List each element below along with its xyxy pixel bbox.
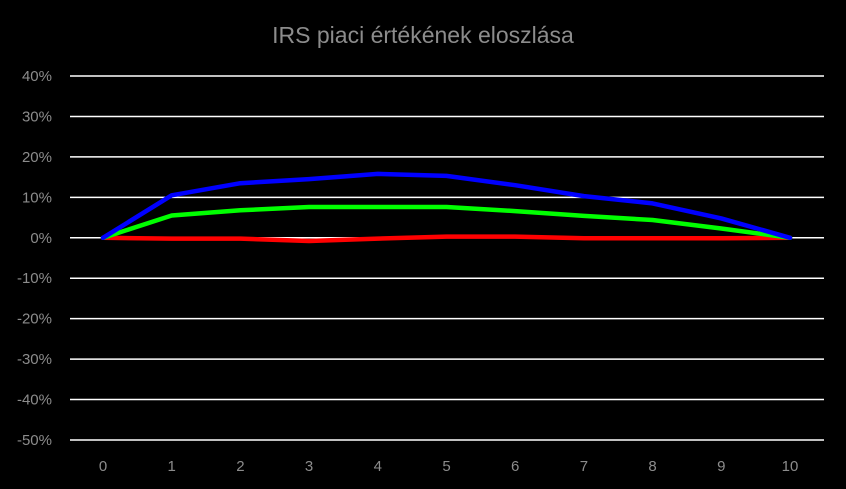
x-tick-label: 0 [99,458,107,475]
y-tick-label: 30% [22,108,52,125]
series-line-1 [100,204,793,241]
y-tick-label: 10% [22,189,52,206]
x-axis-ticks: 0 1 2 3 4 5 6 7 8 9 10 [99,458,799,475]
y-tick-label: -30% [17,351,52,368]
chart-title: IRS piaci értékének eloszlása [272,22,574,48]
x-tick-label: 4 [374,458,382,475]
series-line-2 [100,234,793,244]
y-tick-label: 0% [30,230,52,247]
y-axis-ticks: 40% 30% 20% 10% 0% -10% -20% -30% -40% -50% [17,68,52,449]
x-tick-label: 8 [648,458,656,475]
x-tick-label: 3 [305,458,313,475]
series-lines [100,171,793,244]
x-tick-label: 2 [236,458,244,475]
x-tick-label: 1 [168,458,176,475]
y-tick-label: 20% [22,149,52,166]
y-tick-label: -40% [17,392,52,409]
grid [70,75,824,441]
y-tick-label: -10% [17,270,52,287]
x-tick-label: 10 [782,458,799,475]
series-line-0 [100,171,793,241]
y-tick-label: -50% [17,432,52,449]
x-tick-label: 7 [580,458,588,475]
x-tick-label: 5 [442,458,450,475]
x-tick-label: 9 [717,458,725,475]
y-tick-label: 40% [22,68,52,85]
y-tick-label: -20% [17,311,52,328]
x-tick-label: 6 [511,458,519,475]
